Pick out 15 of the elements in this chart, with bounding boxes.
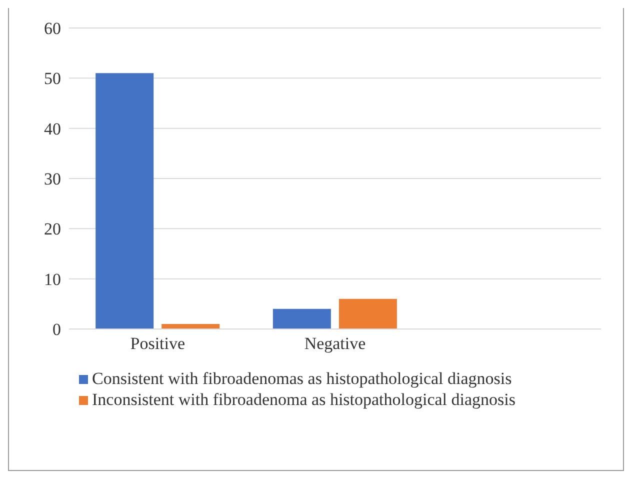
- x-tick-label: Negative: [304, 334, 366, 354]
- y-tick-label: 10: [44, 270, 61, 289]
- x-tick-label: Positive: [130, 334, 186, 354]
- bar: [96, 73, 154, 329]
- y-tick-label: 50: [44, 69, 61, 88]
- y-tick-label: 20: [44, 220, 61, 239]
- y-tick-label: 40: [44, 119, 61, 138]
- y-tick-label: 60: [44, 19, 61, 38]
- legend-label: Inconsistent with fibroadenoma as histopathological diagnosis: [92, 389, 516, 410]
- bar: [162, 324, 220, 329]
- bar: [272, 308, 331, 329]
- y-tick-label: 30: [44, 170, 61, 189]
- y-tick-label: 0: [52, 320, 61, 340]
- legend-label: Consistent with fibroadenomas as histopathological diagnosis: [92, 368, 512, 389]
- bar: [338, 298, 397, 329]
